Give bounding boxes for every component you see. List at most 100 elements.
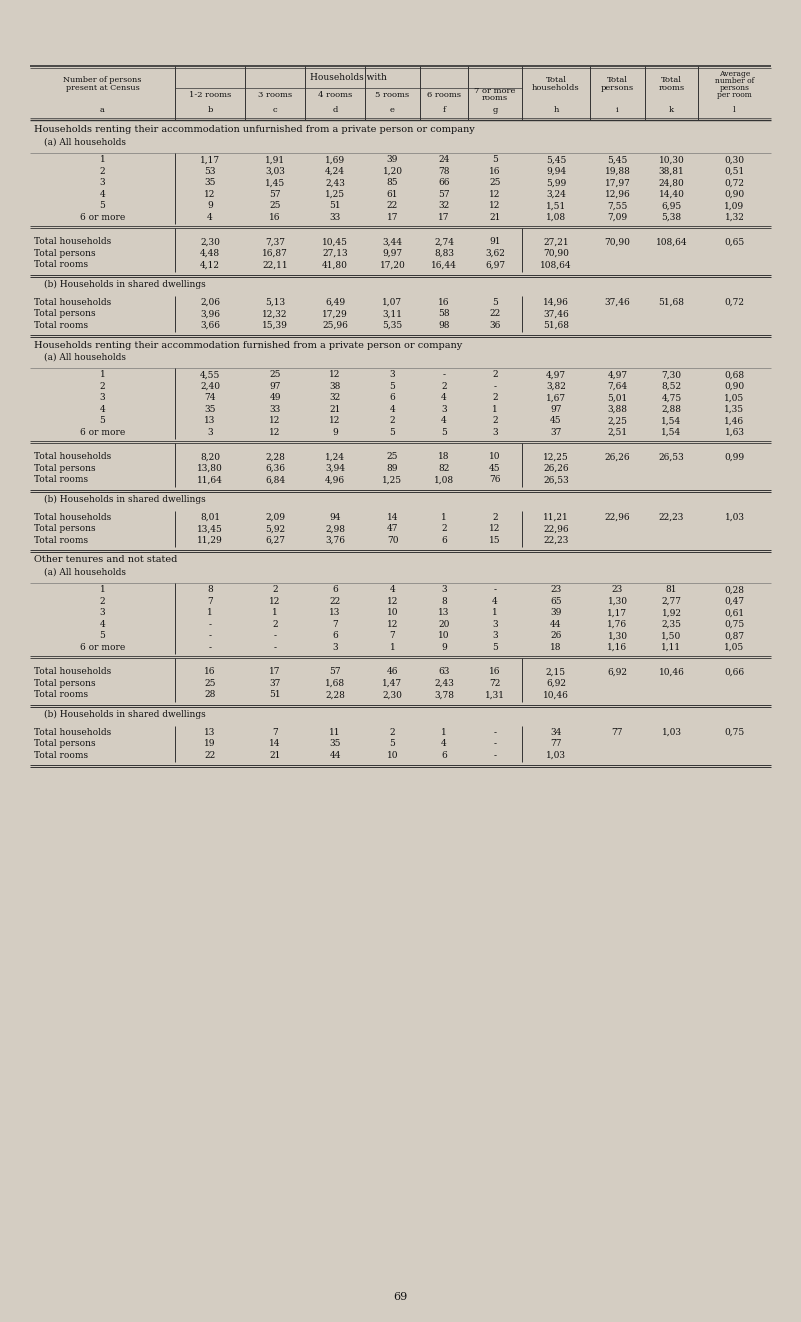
Text: 1,54: 1,54	[662, 416, 682, 426]
Text: 5: 5	[389, 739, 396, 748]
Text: 8,20: 8,20	[200, 452, 220, 461]
Text: Households with: Households with	[310, 73, 387, 82]
Text: 1: 1	[99, 586, 106, 595]
Text: 1,03: 1,03	[546, 751, 566, 760]
Text: 2: 2	[99, 382, 105, 391]
Text: 4,24: 4,24	[325, 167, 345, 176]
Text: e: e	[390, 106, 395, 114]
Text: 2: 2	[492, 513, 497, 522]
Text: 0,90: 0,90	[724, 382, 745, 391]
Text: 1,16: 1,16	[607, 642, 627, 652]
Text: 3: 3	[390, 370, 396, 379]
Text: 1: 1	[389, 642, 396, 652]
Text: 4: 4	[492, 596, 498, 605]
Text: 0,72: 0,72	[724, 297, 744, 307]
Text: 17,29: 17,29	[322, 309, 348, 319]
Text: 37,46: 37,46	[543, 309, 569, 319]
Text: 9,97: 9,97	[382, 249, 403, 258]
Text: 3,82: 3,82	[546, 382, 566, 391]
Text: 1-2 rooms: 1-2 rooms	[189, 91, 231, 99]
Text: Total persons: Total persons	[34, 309, 95, 319]
Text: 26,26: 26,26	[605, 452, 630, 461]
Text: 4: 4	[99, 190, 106, 198]
Text: 2,28: 2,28	[265, 452, 285, 461]
Text: 12: 12	[329, 416, 340, 426]
Text: 51: 51	[329, 201, 340, 210]
Text: 3: 3	[99, 178, 105, 188]
Text: (b) Households in shared dwellings: (b) Households in shared dwellings	[44, 710, 206, 719]
Text: l: l	[733, 106, 736, 114]
Text: 2,25: 2,25	[607, 416, 627, 426]
Text: 2: 2	[441, 382, 447, 391]
Text: 25: 25	[387, 452, 398, 461]
Text: 3: 3	[492, 631, 497, 640]
Text: 6,84: 6,84	[265, 475, 285, 484]
Text: a: a	[100, 106, 105, 114]
Text: Total: Total	[661, 75, 682, 85]
Text: Number of persons: Number of persons	[63, 75, 142, 85]
Text: 22: 22	[387, 201, 398, 210]
Text: 0,51: 0,51	[724, 167, 745, 176]
Text: 58: 58	[438, 309, 450, 319]
Text: 16: 16	[438, 297, 449, 307]
Text: 66: 66	[438, 178, 449, 188]
Text: 2,88: 2,88	[662, 405, 682, 414]
Text: 1,20: 1,20	[383, 167, 402, 176]
Text: 12: 12	[489, 201, 501, 210]
Text: g: g	[493, 106, 497, 114]
Text: 9: 9	[441, 642, 447, 652]
Text: Total persons: Total persons	[34, 249, 95, 258]
Text: (a) All households: (a) All households	[44, 137, 126, 147]
Text: 4,48: 4,48	[200, 249, 220, 258]
Text: 1,50: 1,50	[662, 631, 682, 640]
Text: 12: 12	[489, 190, 501, 198]
Text: 3: 3	[492, 428, 497, 436]
Text: 4: 4	[441, 739, 447, 748]
Text: 5: 5	[389, 382, 396, 391]
Text: 3,66: 3,66	[200, 321, 220, 329]
Text: 21: 21	[489, 213, 501, 222]
Text: 1,05: 1,05	[724, 393, 745, 402]
Text: 6,95: 6,95	[662, 201, 682, 210]
Text: 8,52: 8,52	[662, 382, 682, 391]
Text: 22,96: 22,96	[605, 513, 630, 522]
Text: 21: 21	[329, 405, 340, 414]
Text: 1,92: 1,92	[662, 608, 682, 617]
Text: 6 rooms: 6 rooms	[427, 91, 461, 99]
Text: 13,80: 13,80	[197, 464, 223, 473]
Text: 14: 14	[269, 739, 280, 748]
Text: -: -	[493, 739, 497, 748]
Text: 34: 34	[550, 727, 562, 736]
Text: 39: 39	[387, 155, 398, 164]
Text: 3: 3	[207, 428, 213, 436]
Text: -: -	[493, 586, 497, 595]
Text: 2: 2	[390, 727, 396, 736]
Text: 1,17: 1,17	[200, 155, 220, 164]
Text: 1,24: 1,24	[325, 452, 345, 461]
Text: 1: 1	[99, 155, 106, 164]
Text: 26,26: 26,26	[543, 464, 569, 473]
Text: 57: 57	[438, 190, 450, 198]
Text: 5,99: 5,99	[545, 178, 566, 188]
Text: 12: 12	[269, 428, 280, 436]
Text: 2: 2	[272, 620, 278, 629]
Text: 2,51: 2,51	[607, 428, 627, 436]
Text: 5,01: 5,01	[607, 393, 628, 402]
Text: 6: 6	[389, 393, 396, 402]
Text: 7,09: 7,09	[607, 213, 627, 222]
Text: 8,83: 8,83	[434, 249, 454, 258]
Text: 35: 35	[204, 405, 215, 414]
Text: Total households: Total households	[34, 513, 111, 522]
Text: -: -	[273, 642, 276, 652]
Text: 1,08: 1,08	[434, 475, 454, 484]
Text: 25: 25	[269, 201, 280, 210]
Text: 2: 2	[390, 416, 396, 426]
Text: 1,69: 1,69	[325, 155, 345, 164]
Text: d: d	[332, 106, 338, 114]
Text: 2,98: 2,98	[325, 525, 345, 533]
Text: 97: 97	[269, 382, 280, 391]
Text: 15,39: 15,39	[262, 321, 288, 329]
Text: 1,45: 1,45	[265, 178, 285, 188]
Text: 1,03: 1,03	[662, 727, 682, 736]
Text: 0,75: 0,75	[724, 620, 745, 629]
